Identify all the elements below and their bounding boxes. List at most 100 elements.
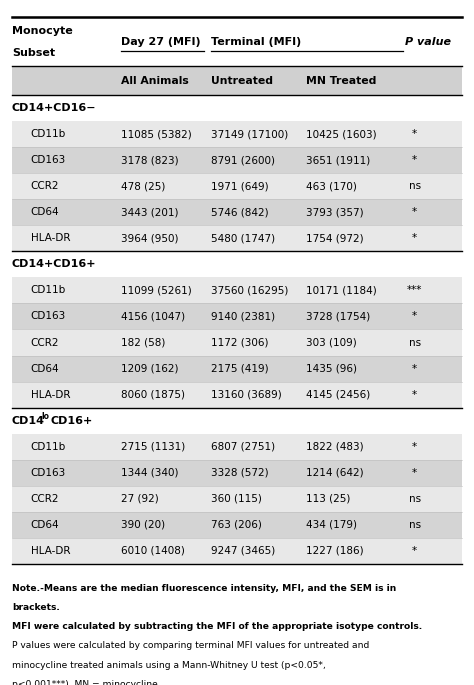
Text: CD163: CD163 <box>31 468 66 477</box>
Bar <box>12 434 462 460</box>
Text: *: * <box>412 390 417 399</box>
Text: 9140 (2381): 9140 (2381) <box>211 312 275 321</box>
Text: CD14+CD16−: CD14+CD16− <box>12 103 97 113</box>
Bar <box>12 460 462 486</box>
Text: CD16+: CD16+ <box>51 416 93 425</box>
Text: ns: ns <box>409 520 421 530</box>
Bar <box>12 225 462 251</box>
Text: 5746 (842): 5746 (842) <box>211 208 269 217</box>
Text: 37149 (17100): 37149 (17100) <box>211 129 288 139</box>
Text: 1435 (96): 1435 (96) <box>306 364 357 373</box>
Text: p<0.001***). MN = minocycline.: p<0.001***). MN = minocycline. <box>12 680 161 685</box>
Text: CD11b: CD11b <box>31 286 66 295</box>
Text: CD11b: CD11b <box>31 129 66 139</box>
Text: HLA-DR: HLA-DR <box>31 390 70 399</box>
Text: 463 (170): 463 (170) <box>306 182 356 191</box>
Text: 27 (92): 27 (92) <box>121 494 159 503</box>
Text: 8060 (1875): 8060 (1875) <box>121 390 185 399</box>
Text: 3328 (572): 3328 (572) <box>211 468 269 477</box>
Text: Day 27 (MFI): Day 27 (MFI) <box>121 37 201 47</box>
Text: 478 (25): 478 (25) <box>121 182 165 191</box>
Bar <box>12 66 462 95</box>
Text: 182 (58): 182 (58) <box>121 338 165 347</box>
Bar <box>12 356 462 382</box>
Text: ns: ns <box>409 338 421 347</box>
Bar <box>12 538 462 564</box>
Text: CD64: CD64 <box>31 364 59 373</box>
Text: 2175 (419): 2175 (419) <box>211 364 269 373</box>
Text: CD163: CD163 <box>31 155 66 165</box>
Text: 11085 (5382): 11085 (5382) <box>121 129 191 139</box>
Text: 6010 (1408): 6010 (1408) <box>121 546 185 556</box>
Bar <box>12 512 462 538</box>
Text: CD14+CD16+: CD14+CD16+ <box>12 260 96 269</box>
Text: 1214 (642): 1214 (642) <box>306 468 364 477</box>
Text: 3178 (823): 3178 (823) <box>121 155 179 165</box>
Text: 113 (25): 113 (25) <box>306 494 350 503</box>
Text: 3793 (357): 3793 (357) <box>306 208 364 217</box>
Text: *: * <box>412 129 417 139</box>
Text: minocycline treated animals using a Mann-Whitney U test (p<0.05*,: minocycline treated animals using a Mann… <box>12 660 326 670</box>
Text: *: * <box>412 155 417 165</box>
Text: 10425 (1603): 10425 (1603) <box>306 129 376 139</box>
Text: 9247 (3465): 9247 (3465) <box>211 546 275 556</box>
Text: HLA-DR: HLA-DR <box>31 234 70 243</box>
Text: Untreated: Untreated <box>211 76 273 86</box>
Text: 10171 (1184): 10171 (1184) <box>306 286 376 295</box>
Text: 360 (115): 360 (115) <box>211 494 262 503</box>
Text: CD11b: CD11b <box>31 442 66 451</box>
Text: brackets.: brackets. <box>12 603 60 612</box>
Text: *: * <box>412 208 417 217</box>
Text: 13160 (3689): 13160 (3689) <box>211 390 282 399</box>
Bar <box>12 277 462 303</box>
Bar <box>12 303 462 329</box>
Text: 1971 (649): 1971 (649) <box>211 182 269 191</box>
Text: *: * <box>412 468 417 477</box>
Text: 763 (206): 763 (206) <box>211 520 262 530</box>
Text: CCR2: CCR2 <box>31 494 59 503</box>
Text: MFI were calculated by subtracting the MFI of the appropriate isotype controls.: MFI were calculated by subtracting the M… <box>12 622 422 632</box>
Text: 11099 (5261): 11099 (5261) <box>121 286 191 295</box>
Text: 390 (20): 390 (20) <box>121 520 165 530</box>
Text: Terminal (MFI): Terminal (MFI) <box>211 37 301 47</box>
Text: 4145 (2456): 4145 (2456) <box>306 390 370 399</box>
Text: *: * <box>412 546 417 556</box>
Bar <box>12 486 462 512</box>
Text: ns: ns <box>409 182 421 191</box>
Bar <box>12 251 462 277</box>
Bar <box>12 173 462 199</box>
Text: lo: lo <box>41 412 49 421</box>
Text: 37560 (16295): 37560 (16295) <box>211 286 288 295</box>
Text: 3443 (201): 3443 (201) <box>121 208 178 217</box>
Text: Subset: Subset <box>12 48 55 58</box>
Text: 4156 (1047): 4156 (1047) <box>121 312 185 321</box>
Text: 1344 (340): 1344 (340) <box>121 468 178 477</box>
Text: CCR2: CCR2 <box>31 338 59 347</box>
Text: 434 (179): 434 (179) <box>306 520 357 530</box>
Text: *: * <box>412 312 417 321</box>
Text: CD163: CD163 <box>31 312 66 321</box>
Text: CCR2: CCR2 <box>31 182 59 191</box>
Text: 3651 (1911): 3651 (1911) <box>306 155 370 165</box>
Text: ns: ns <box>409 494 421 503</box>
Text: P values were calculated by comparing terminal MFI values for untreated and: P values were calculated by comparing te… <box>12 641 369 651</box>
Text: 1822 (483): 1822 (483) <box>306 442 364 451</box>
Text: 3728 (1754): 3728 (1754) <box>306 312 370 321</box>
Text: 8791 (2600): 8791 (2600) <box>211 155 275 165</box>
Text: 1209 (162): 1209 (162) <box>121 364 178 373</box>
Text: CD64: CD64 <box>31 208 59 217</box>
Bar <box>12 95 462 121</box>
Text: Monocyte: Monocyte <box>12 26 73 36</box>
Text: CD14: CD14 <box>12 416 45 425</box>
Text: *: * <box>412 442 417 451</box>
Text: *: * <box>412 364 417 373</box>
Text: 1754 (972): 1754 (972) <box>306 234 364 243</box>
Text: HLA-DR: HLA-DR <box>31 546 70 556</box>
Text: 1172 (306): 1172 (306) <box>211 338 268 347</box>
Bar <box>12 121 462 147</box>
Text: 2715 (1131): 2715 (1131) <box>121 442 185 451</box>
Text: 1227 (186): 1227 (186) <box>306 546 364 556</box>
Text: MN Treated: MN Treated <box>306 76 376 86</box>
Text: Note.-Means are the median fluorescence intensity, MFI, and the SEM is in: Note.-Means are the median fluorescence … <box>12 584 396 593</box>
Bar <box>12 147 462 173</box>
